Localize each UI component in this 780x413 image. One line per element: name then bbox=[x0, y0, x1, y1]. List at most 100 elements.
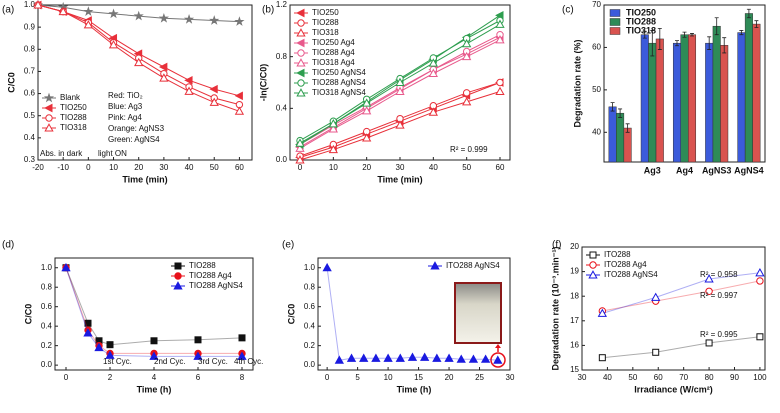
x-tick-label: AgNS4 bbox=[734, 165, 764, 175]
marker bbox=[362, 106, 372, 115]
marker bbox=[495, 35, 505, 44]
legend-label: TIO288 Ag4 bbox=[312, 48, 355, 57]
panel-label: (e) bbox=[282, 240, 294, 251]
legend-label: TIO318 bbox=[626, 25, 656, 35]
legend-swatch bbox=[609, 27, 621, 35]
marker bbox=[705, 339, 713, 347]
bar bbox=[655, 38, 664, 163]
marker bbox=[234, 16, 245, 26]
marker bbox=[395, 120, 405, 129]
marker bbox=[462, 97, 472, 106]
marker bbox=[295, 138, 305, 147]
marker bbox=[468, 354, 479, 363]
x-tick-label: 20 bbox=[134, 163, 143, 172]
marker bbox=[296, 38, 305, 48]
y-tick-label: 0.4 bbox=[304, 321, 316, 330]
y-axis-title: C/C0 bbox=[23, 304, 33, 325]
x-tick-label: 40 bbox=[603, 373, 612, 382]
legend-swatch bbox=[609, 18, 621, 26]
marker bbox=[462, 51, 472, 61]
bar bbox=[608, 106, 617, 163]
marker bbox=[328, 119, 338, 128]
inset-photo bbox=[454, 282, 502, 344]
annotation: light ON bbox=[98, 149, 127, 158]
marker bbox=[134, 57, 144, 67]
x-tick-label: 15 bbox=[414, 373, 423, 382]
marker bbox=[420, 352, 430, 361]
legend-label: TIO318 bbox=[60, 123, 87, 132]
bar bbox=[648, 42, 657, 163]
marker bbox=[495, 19, 505, 28]
marker bbox=[462, 38, 472, 48]
y-tick-label: 0.6 bbox=[41, 302, 53, 311]
x-tick-label: 30 bbox=[396, 163, 405, 172]
legend-label: TIO288 Ag4 bbox=[189, 271, 232, 280]
y-tick-label: 16 bbox=[570, 341, 579, 350]
y-tick-label: 19 bbox=[570, 267, 579, 276]
marker bbox=[173, 281, 183, 290]
marker bbox=[295, 155, 305, 164]
annotation: Pink: Ag4 bbox=[108, 113, 142, 122]
y-axis-title: Degradation rate (%) bbox=[572, 39, 582, 127]
legend-label: TIO250 bbox=[626, 7, 656, 17]
x-tick-label: 90 bbox=[730, 373, 739, 382]
legend-label: TIO250 bbox=[312, 8, 339, 17]
error-bar bbox=[642, 30, 647, 39]
marker bbox=[328, 144, 338, 154]
error-bar bbox=[610, 102, 615, 112]
marker bbox=[149, 351, 159, 360]
marker bbox=[444, 353, 454, 362]
y-tick-label: 0.6 bbox=[24, 89, 36, 98]
marker bbox=[296, 68, 305, 78]
bar bbox=[744, 13, 753, 163]
marker bbox=[159, 73, 169, 82]
marker bbox=[496, 78, 504, 87]
legend-label: TIO288 bbox=[626, 16, 656, 26]
y-tick-label: 0.5 bbox=[24, 111, 36, 120]
marker bbox=[150, 337, 158, 345]
legend-label: ITO288 AgNS4 bbox=[604, 270, 658, 279]
marker bbox=[756, 333, 764, 341]
marker bbox=[106, 341, 114, 349]
error-bar bbox=[722, 37, 727, 54]
x-tick-label: 60 bbox=[496, 163, 505, 172]
y-tick-label: 1.2 bbox=[276, 0, 288, 9]
marker bbox=[108, 40, 119, 49]
y-axis-title: C/C0 bbox=[286, 304, 296, 325]
y-tick-label: 0.0 bbox=[276, 155, 288, 164]
plot-frame bbox=[317, 257, 511, 371]
x-tick-label: 10 bbox=[329, 163, 338, 172]
marker bbox=[362, 133, 372, 142]
panel-label: (f) bbox=[552, 240, 561, 251]
panel-label: (d) bbox=[2, 240, 14, 251]
x-tick-label: 50 bbox=[210, 163, 219, 172]
marker bbox=[755, 268, 765, 277]
x-tick-label: 30 bbox=[506, 373, 515, 382]
series-line bbox=[602, 336, 760, 359]
x-tick-label: 25 bbox=[475, 373, 484, 382]
marker bbox=[297, 19, 305, 27]
marker bbox=[209, 15, 220, 25]
x-tick-label: AgNS3 bbox=[702, 165, 732, 175]
marker bbox=[495, 86, 505, 96]
marker bbox=[297, 79, 305, 87]
legend-label: TIO288 AgNS4 bbox=[189, 281, 243, 290]
bar bbox=[640, 34, 649, 163]
x-tick-label: -20 bbox=[32, 163, 44, 172]
marker bbox=[407, 352, 418, 361]
y-tick-label: 0.2 bbox=[41, 341, 53, 350]
y-tick-label: 0.8 bbox=[276, 52, 288, 61]
legend-label: ITO288 bbox=[604, 250, 631, 259]
y-tick-label: 70 bbox=[592, 0, 601, 9]
panel-label: (c) bbox=[562, 5, 574, 16]
marker bbox=[589, 251, 597, 259]
legend-label: TIO318 AgNS4 bbox=[312, 88, 366, 97]
marker bbox=[234, 91, 243, 101]
marker bbox=[45, 114, 53, 122]
marker bbox=[462, 89, 471, 97]
x-tick-label: 20 bbox=[362, 163, 371, 172]
marker bbox=[705, 287, 713, 295]
series-line bbox=[602, 272, 760, 314]
plot-frame bbox=[37, 4, 253, 161]
